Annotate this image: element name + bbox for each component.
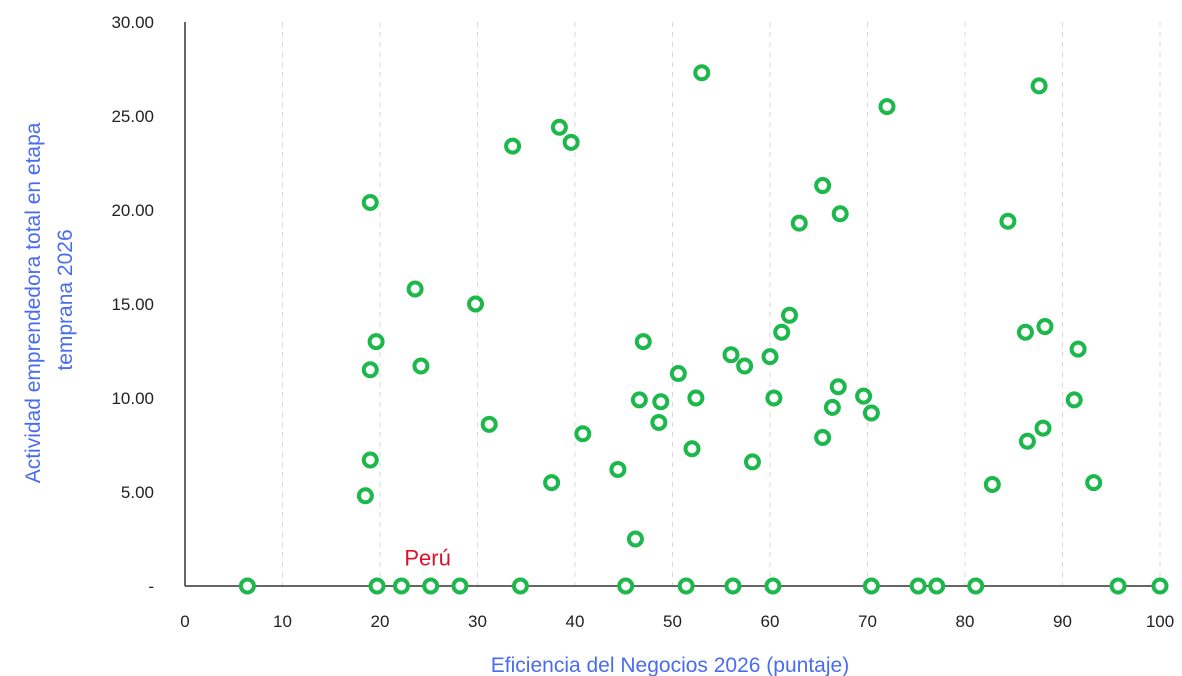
x-tick-label: 20 xyxy=(371,612,390,631)
y-tick-label: 15.00 xyxy=(111,295,154,314)
peru-annotation: Perú xyxy=(404,545,450,570)
data-point xyxy=(831,205,849,223)
data-point xyxy=(683,440,701,458)
data-point xyxy=(669,365,687,383)
y-tick-label: 5.00 xyxy=(121,483,154,502)
data-point xyxy=(761,348,779,366)
x-tick-label: 70 xyxy=(858,612,877,631)
annotations: Perú xyxy=(404,545,450,570)
data-point xyxy=(909,577,927,595)
data-point xyxy=(504,137,522,155)
data-point xyxy=(574,425,592,443)
data-point xyxy=(855,387,873,405)
data-point xyxy=(1085,474,1103,492)
data-point xyxy=(983,475,1001,493)
data-point xyxy=(773,323,791,341)
y-tick-label: 10.00 xyxy=(111,389,154,408)
y-tick-label: 20.00 xyxy=(111,201,154,220)
data-point xyxy=(1069,340,1087,358)
data-point xyxy=(1016,323,1034,341)
data-point xyxy=(967,577,985,595)
data-point xyxy=(999,212,1017,230)
data-point xyxy=(764,577,782,595)
y-axis-title-line-2: temprana 2026 xyxy=(54,229,77,370)
data-point xyxy=(814,177,832,195)
data-points xyxy=(238,64,1169,595)
data-point xyxy=(361,193,379,211)
x-tick-label: 40 xyxy=(566,612,585,631)
data-point xyxy=(1065,391,1083,409)
data-point xyxy=(422,577,440,595)
data-point xyxy=(392,577,410,595)
data-point xyxy=(238,577,256,595)
data-point xyxy=(878,98,896,116)
data-point xyxy=(368,577,386,595)
data-point xyxy=(765,389,783,407)
data-point xyxy=(356,487,374,505)
data-point xyxy=(634,333,652,351)
data-point xyxy=(652,393,670,411)
grid-lines xyxy=(282,22,1161,586)
data-point xyxy=(829,378,847,396)
x-tick-label: 60 xyxy=(761,612,780,631)
data-point xyxy=(1034,419,1052,437)
data-point xyxy=(617,577,635,595)
data-point xyxy=(550,118,568,136)
data-point xyxy=(412,357,430,375)
y-axis-title: Actividad emprendedora total en etapa te… xyxy=(22,117,77,484)
x-tick-label: 0 xyxy=(180,612,189,631)
data-point xyxy=(1036,318,1054,336)
x-tick-label: 90 xyxy=(1053,612,1072,631)
data-point xyxy=(781,306,798,324)
x-tick-label: 10 xyxy=(273,612,292,631)
data-point xyxy=(790,214,808,232)
data-point xyxy=(361,451,379,469)
x-tick-label: 30 xyxy=(468,612,487,631)
x-axis-ticks: 0 10 20 30 40 50 60 70 80 90 100 xyxy=(180,612,1174,631)
data-point xyxy=(480,415,498,433)
data-point xyxy=(630,391,648,409)
x-tick-label: 100 xyxy=(1146,612,1174,631)
y-axis-ticks: - 5.00 10.00 15.00 20.00 25.00 30.00 xyxy=(111,13,154,596)
data-point xyxy=(1151,577,1169,595)
x-tick-label: 80 xyxy=(956,612,975,631)
data-point xyxy=(406,280,424,298)
data-point xyxy=(724,577,742,595)
data-point xyxy=(736,357,754,375)
data-point xyxy=(743,453,761,471)
y-tick-label: - xyxy=(148,577,154,596)
data-point xyxy=(367,333,385,351)
data-point xyxy=(626,530,644,548)
data-point xyxy=(609,460,627,478)
data-point xyxy=(361,361,379,379)
y-tick-label: 30.00 xyxy=(111,13,154,32)
data-point xyxy=(1109,577,1127,595)
data-point xyxy=(1018,432,1036,450)
data-point xyxy=(1030,77,1048,95)
data-point xyxy=(562,133,580,151)
data-point xyxy=(928,577,946,595)
data-point xyxy=(862,404,880,422)
y-tick-label: 25.00 xyxy=(111,107,154,126)
data-point xyxy=(814,428,832,446)
data-point xyxy=(862,577,880,595)
data-point xyxy=(451,577,469,595)
data-point xyxy=(511,577,529,595)
data-point xyxy=(677,577,695,595)
data-point xyxy=(693,64,711,82)
x-tick-label: 50 xyxy=(663,612,682,631)
data-point xyxy=(650,413,668,431)
data-point xyxy=(543,474,561,492)
y-axis-title-line-1: Actividad emprendedora total en etapa xyxy=(22,122,45,483)
x-axis-title: Eficiencia del Negocios 2026 (puntaje) xyxy=(491,654,849,676)
data-point xyxy=(722,346,740,364)
data-point xyxy=(467,295,485,313)
data-point xyxy=(687,389,705,407)
data-point xyxy=(823,398,841,416)
